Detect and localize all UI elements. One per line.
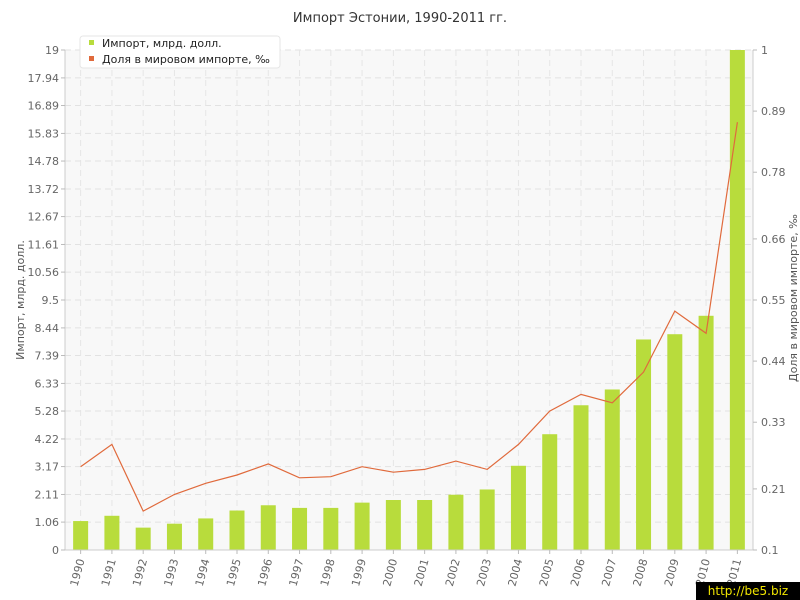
y-tick-label: 11.61: [28, 238, 60, 251]
y2-axis-ticks: 0.1 0.21 0.33 0.44 0.55 0.66 0.78 0.89 1: [753, 44, 786, 557]
legend-label-imports: Импорт, млрд. долл.: [102, 37, 222, 50]
bar-2005: [542, 434, 558, 550]
y-tick-label: 5.28: [35, 405, 60, 418]
bar-2004: [510, 465, 526, 550]
x-tick-label: 1991: [99, 557, 119, 587]
x-tick-label: 2004: [506, 557, 526, 587]
bar-1993: [166, 523, 182, 550]
y2-tick-label: 0.78: [761, 166, 786, 179]
bar-1998: [323, 507, 339, 550]
y-tick-label: 4.22: [35, 433, 60, 446]
x-tick-label: 2006: [568, 557, 588, 587]
y-tick-label: 2.11: [35, 488, 60, 501]
grid: [65, 49, 753, 551]
x-tick-label: 2002: [443, 557, 463, 587]
x-tick-label: 1990: [68, 557, 88, 587]
y-tick-label: 8.44: [35, 322, 60, 335]
legend-label-share: Доля в мировом импорте, ‰: [102, 53, 270, 66]
bar-1995: [229, 510, 245, 550]
bar-1990: [73, 521, 89, 550]
bar-2007: [604, 389, 620, 550]
bar-1996: [260, 505, 276, 550]
x-tick-label: 1994: [193, 557, 213, 587]
legend-box: [79, 35, 281, 69]
y-axis-ticks: 0 1.06 2.11 3.17 4.22 5.28 6.33 7.39 8.44 9.5 10.5…: [28, 44, 65, 557]
y2-tick-label: 0.1: [761, 544, 779, 557]
y2-tick-label: 0.44: [761, 355, 786, 368]
y-axis-label: Импорт, млрд. долл.: [14, 240, 27, 360]
y2-tick-label: 1: [761, 44, 768, 57]
y-tick-label: 13.72: [28, 183, 60, 196]
bars: [73, 50, 745, 550]
bar-2006: [573, 405, 589, 550]
x-tick-label: 1997: [287, 557, 307, 587]
x-tick-label: 2003: [474, 557, 494, 587]
y-tick-label: 16.89: [28, 100, 60, 113]
y2-tick-label: 0.33: [761, 416, 786, 429]
y2-tick-label: 0.21: [761, 483, 786, 496]
bar-2003: [479, 489, 495, 550]
bar-2001: [417, 500, 433, 550]
y-tick-label: 10.56: [28, 266, 60, 279]
x-axis-ticks: 1990 1991 1992 1993 1994 1995 1996 1997 1998 1999…: [68, 550, 744, 588]
legend: Импорт, млрд. долл. Доля в мировом импор…: [79, 35, 281, 69]
chart-title: Импорт Эстонии, 1990-2011 гг.: [293, 11, 507, 26]
y-tick-label: 7.39: [35, 350, 60, 363]
y-tick-label: 1.06: [35, 516, 60, 529]
y2-axis-label: Доля в мировом импорте, ‰: [787, 214, 800, 382]
bar-2008: [636, 339, 652, 550]
bar-2000: [385, 500, 401, 550]
bar-1997: [292, 507, 308, 550]
bar-2011: [729, 50, 745, 550]
y-tick-label: 6.33: [35, 377, 60, 390]
legend-swatch-imports: [89, 40, 94, 45]
x-tick-label: 2007: [599, 557, 619, 587]
line-series: [80, 122, 738, 512]
bar-1992: [135, 527, 151, 550]
y-tick-label: 0: [52, 544, 59, 557]
x-tick-label: 1996: [255, 557, 275, 587]
y-tick-label: 3.17: [35, 461, 60, 474]
y-tick-label: 17.94: [28, 72, 60, 85]
bar-2002: [448, 494, 464, 550]
y-tick-label: 9.5: [42, 294, 60, 307]
x-tick-label: 2008: [631, 557, 651, 587]
bar-1999: [354, 502, 370, 550]
x-tick-label: 1995: [224, 557, 244, 587]
y2-tick-label: 0.66: [761, 233, 786, 246]
y2-tick-label: 0.89: [761, 105, 786, 118]
watermark: http://be5.biz: [696, 582, 800, 600]
line-share-world-imports: [80, 122, 738, 512]
bar-2010: [698, 315, 714, 550]
x-tick-label: 1992: [130, 557, 150, 587]
y-tick-label: 19: [45, 44, 59, 57]
bar-1994: [198, 518, 214, 550]
x-tick-label: 1999: [349, 557, 369, 587]
x-tick-label: 2001: [412, 557, 432, 587]
y2-tick-label: 0.55: [761, 294, 786, 307]
bar-2009: [667, 334, 683, 550]
y-tick-label: 14.78: [28, 155, 60, 168]
y-tick-label: 15.83: [28, 127, 60, 140]
bar-1991: [104, 515, 120, 550]
x-tick-label: 2009: [662, 557, 682, 587]
x-tick-label: 2000: [380, 557, 400, 587]
x-tick-label: 1993: [162, 557, 182, 587]
x-tick-label: 2005: [537, 557, 557, 587]
y-tick-label: 12.67: [28, 211, 60, 224]
x-tick-label: 1998: [318, 557, 338, 587]
legend-swatch-share: [89, 56, 94, 61]
